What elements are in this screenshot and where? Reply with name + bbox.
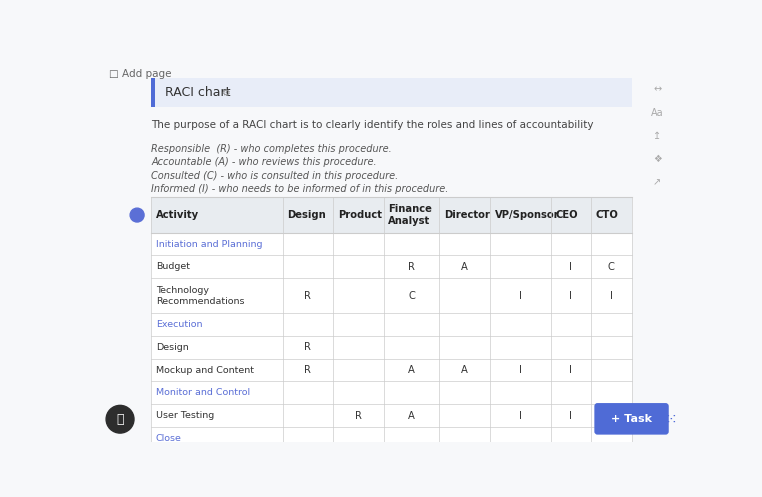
Text: R: R [304,365,312,375]
Text: I: I [610,291,613,301]
Text: RACI chart: RACI chart [165,86,230,99]
Bar [151,382,632,404]
Text: Close: Close [155,434,181,443]
Text: Technology
Recommendations: Technology Recommendations [155,286,244,306]
Text: Product: Product [338,210,382,220]
Text: R: R [408,262,415,272]
FancyBboxPatch shape [594,403,669,435]
Text: ⁙: ⁙ [664,412,677,427]
Text: ↔: ↔ [653,84,661,94]
Bar [155,78,632,107]
Text: I: I [519,291,522,301]
Text: ❖: ❖ [653,154,661,164]
Text: C: C [608,262,615,272]
Text: Aa: Aa [651,108,664,118]
Text: ↗: ↗ [653,177,661,187]
Bar [151,78,155,107]
Bar [151,359,632,382]
Circle shape [130,208,144,222]
Text: ⧉: ⧉ [117,413,123,426]
Circle shape [106,406,134,433]
Text: Finance
Analyst: Finance Analyst [389,204,432,227]
Text: ↥: ↥ [653,131,661,141]
Text: I: I [569,411,572,420]
Text: R: R [355,411,362,420]
Bar [151,313,632,336]
Text: VP/Sponsor: VP/Sponsor [495,210,559,220]
Bar [151,336,632,359]
Text: Design: Design [287,210,326,220]
Bar [151,278,632,313]
Text: A: A [461,365,468,375]
Text: Design: Design [155,343,188,352]
Text: A: A [408,411,415,420]
Text: + Task: + Task [611,414,652,424]
Text: I: I [569,291,572,301]
Text: R: R [304,342,312,352]
Text: R: R [304,291,312,301]
Text: Consulted (C) - who is consulted in this procedure.: Consulted (C) - who is consulted in this… [151,170,399,180]
Text: CEO: CEO [555,210,578,220]
Text: CTO: CTO [596,210,619,220]
Text: The purpose of a RACI chart is to clearly identify the roles and lines of accoun: The purpose of a RACI chart is to clearl… [151,120,594,131]
Bar [151,255,632,278]
Text: Budget: Budget [155,262,190,271]
Bar [151,233,632,255]
Bar [151,197,632,233]
Text: Initiation and Planning: Initiation and Planning [155,240,262,248]
Text: □ Add page: □ Add page [109,69,171,79]
Text: Responsible  (R) - who completes this procedure.: Responsible (R) - who completes this pro… [151,144,392,154]
Bar [151,427,632,450]
Text: Execution: Execution [155,320,202,329]
Bar [151,404,632,427]
Text: C: C [408,291,415,301]
Text: ⚙: ⚙ [221,88,229,98]
Text: I: I [569,365,572,375]
Text: A: A [408,365,415,375]
Text: I: I [569,262,572,272]
Text: I: I [519,365,522,375]
Text: Director: Director [444,210,490,220]
Text: Activity: Activity [155,210,199,220]
Text: Informed (I) - who needs to be informed of in this procedure.: Informed (I) - who needs to be informed … [151,184,448,194]
Text: Accountable (A) - who reviews this procedure.: Accountable (A) - who reviews this proce… [151,157,376,167]
Text: A: A [461,262,468,272]
Text: Monitor and Control: Monitor and Control [155,388,250,397]
Text: User Testing: User Testing [155,411,214,420]
Text: I: I [519,411,522,420]
Text: Mockup and Content: Mockup and Content [155,366,254,375]
